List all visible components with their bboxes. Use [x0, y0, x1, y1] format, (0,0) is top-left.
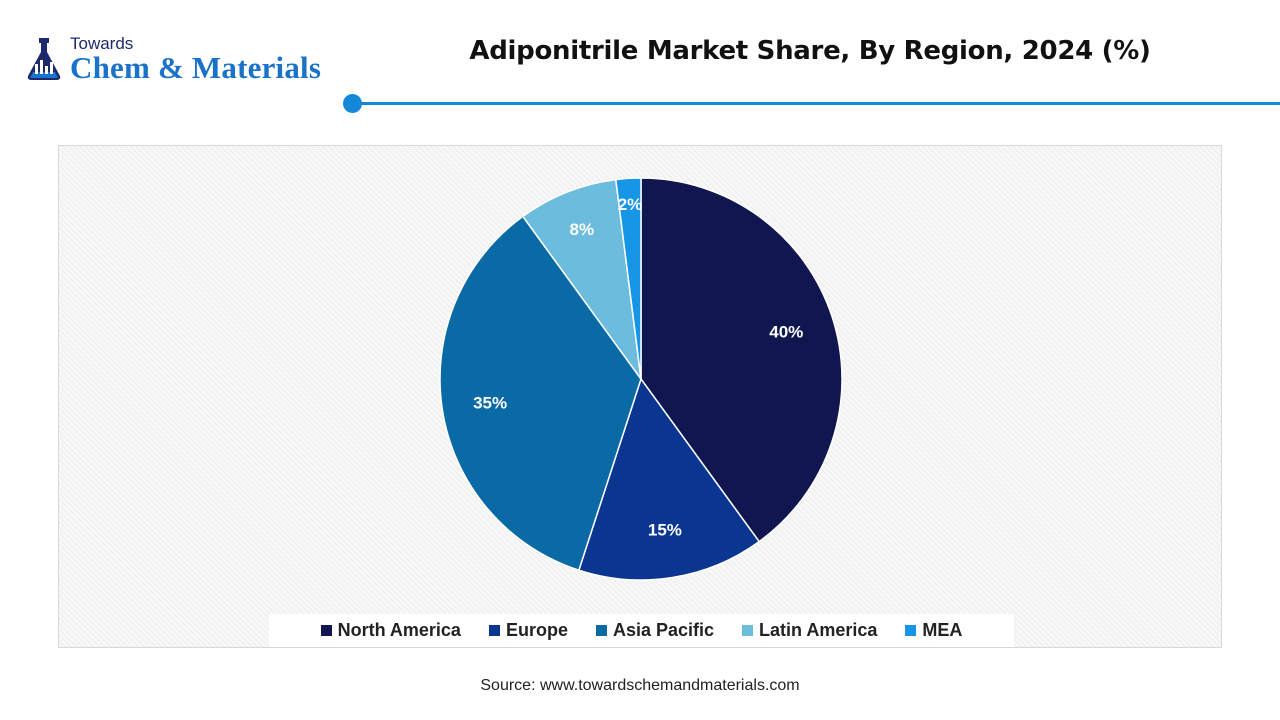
- data-label-latin-america: 8%: [570, 220, 595, 239]
- data-label-mea: 2%: [618, 195, 643, 214]
- brand-top-text: Towards: [70, 34, 134, 53]
- pie-slice-europe: [577, 377, 761, 581]
- flask-icon: [27, 38, 61, 80]
- pie-slice-north-america: [640, 177, 843, 543]
- pie-slice-asia-pacific: [439, 215, 642, 572]
- legend-swatch: [488, 625, 500, 636]
- legend-swatch: [742, 625, 754, 636]
- legend-swatch: [320, 625, 332, 636]
- legend-label: North America: [337, 620, 461, 640]
- brand-logo: Towards Chem & Materials: [22, 34, 342, 86]
- data-label-north-america: 40%: [769, 322, 803, 341]
- legend-label: Latin America: [759, 620, 878, 640]
- pie-slice-mea: [614, 177, 642, 380]
- title-underline: [352, 102, 1280, 105]
- data-label-europe: 15%: [648, 520, 682, 539]
- legend-item-north-america: North America: [320, 620, 461, 641]
- legend-item-europe: Europe: [488, 620, 568, 641]
- legend-item-mea: MEA: [905, 620, 962, 641]
- legend: North America Europe Asia Pacific Latin …: [269, 614, 1014, 647]
- source-text: Source: www.towardschemandmaterials.com: [480, 677, 800, 694]
- brand-main-text: Chem & Materials: [70, 50, 322, 85]
- legend-item-asia-pacific: Asia Pacific: [595, 620, 715, 641]
- legend-label: Europe: [505, 620, 568, 640]
- data-label-asia-pacific: 35%: [473, 393, 507, 412]
- legend-label: MEA: [922, 620, 963, 640]
- pie-chart: 40% 15% 35% 8% 2%: [439, 177, 843, 581]
- legend-item-latin-america: Latin America: [742, 620, 877, 641]
- legend-swatch: [905, 625, 917, 636]
- pie-slice-latin-america: [521, 178, 642, 380]
- legend-swatch: [595, 625, 607, 636]
- legend-label: Asia Pacific: [612, 620, 715, 640]
- plot-area: 40% 15% 35% 8% 2%: [58, 145, 1222, 648]
- chart-title: Adiponitrile Market Share, By Region, 20…: [469, 36, 1151, 66]
